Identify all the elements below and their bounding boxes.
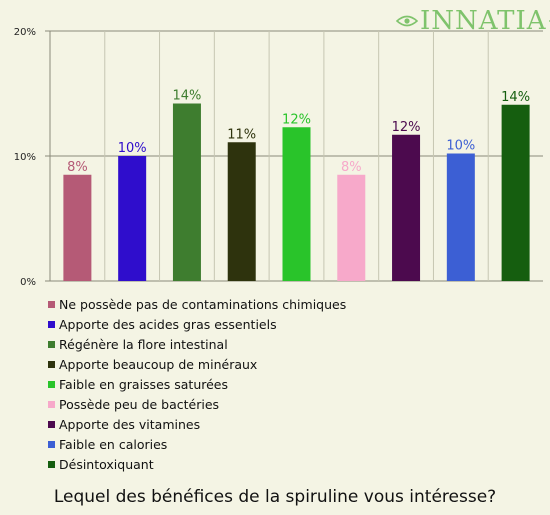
legend-item: Régénère la flore intestinal [48, 334, 346, 354]
bar [392, 134, 421, 281]
legend-item: Désintoxiquant [48, 454, 346, 474]
chart-plot: 0% 10% 20% 8% 10% 14% 11% 12% 8% 12% 10% 14% [14, 27, 543, 288]
legend-swatch [48, 420, 55, 428]
legend-swatch [48, 440, 55, 448]
data-label: 14% [172, 89, 201, 104]
legend-label: Apporte des vitamines [59, 416, 201, 432]
y-tick-label: 20% [14, 27, 36, 38]
legend-label: Apporte des acides gras essentiels [59, 316, 277, 332]
legend-item: Faible en calories [48, 434, 346, 454]
chart-legend: Ne possède pas de contaminations chimiqu… [48, 294, 346, 474]
data-label: 10% [118, 141, 147, 156]
bar [227, 142, 256, 281]
bar [446, 153, 475, 281]
legend-swatch [48, 460, 55, 468]
legend-swatch [48, 300, 55, 308]
data-label: 12% [282, 112, 311, 127]
bar [172, 103, 201, 281]
leaf-left-icon [396, 15, 418, 27]
legend-swatch [48, 400, 55, 408]
bar [118, 156, 147, 281]
data-label: 11% [227, 127, 256, 142]
legend-item: Apporte beaucoup de minéraux [48, 354, 346, 374]
bar [337, 174, 366, 281]
data-label: 14% [501, 90, 530, 105]
legend-swatch [48, 360, 55, 368]
legend-label: Ne possède pas de contaminations chimiqu… [59, 296, 347, 312]
bar [501, 104, 530, 281]
legend-swatch [48, 320, 55, 328]
legend-item: Faible en graisses saturées [48, 374, 346, 394]
legend-label: Régénère la flore intestinal [59, 336, 228, 352]
legend-label: Désintoxiquant [59, 456, 154, 472]
legend-label: Faible en calories [59, 436, 168, 452]
legend-label: Faible en graisses saturées [59, 376, 228, 392]
legend-label: Apporte beaucoup de minéraux [59, 356, 258, 372]
legend-item: Apporte des vitamines [48, 414, 346, 434]
bar [63, 174, 92, 281]
legend-item: Ne possède pas de contaminations chimiqu… [48, 294, 346, 314]
data-label: 8% [341, 160, 362, 175]
y-tick-label: 0% [20, 277, 36, 288]
data-label: 8% [67, 160, 88, 175]
chart-title: Lequel des bénéfices de la spiruline vou… [53, 487, 497, 507]
y-tick-label: 10% [14, 152, 36, 163]
legend-item: Apporte des acides gras essentiels [48, 314, 346, 334]
bar [282, 127, 311, 281]
legend-label: Possède peu de bactéries [59, 396, 220, 412]
data-label: 10% [446, 139, 475, 154]
legend-swatch [48, 340, 55, 348]
legend-swatch [48, 380, 55, 388]
data-label: 12% [392, 120, 421, 135]
legend-item: Possède peu de bactéries [48, 394, 346, 414]
